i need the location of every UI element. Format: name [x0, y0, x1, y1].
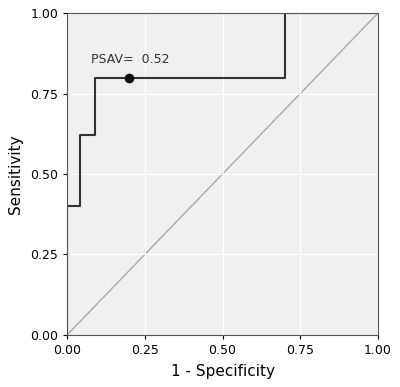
X-axis label: 1 - Specificity: 1 - Specificity	[170, 364, 274, 378]
Text: PSAV=  0.52: PSAV= 0.52	[90, 53, 169, 66]
Y-axis label: Sensitivity: Sensitivity	[8, 134, 23, 214]
